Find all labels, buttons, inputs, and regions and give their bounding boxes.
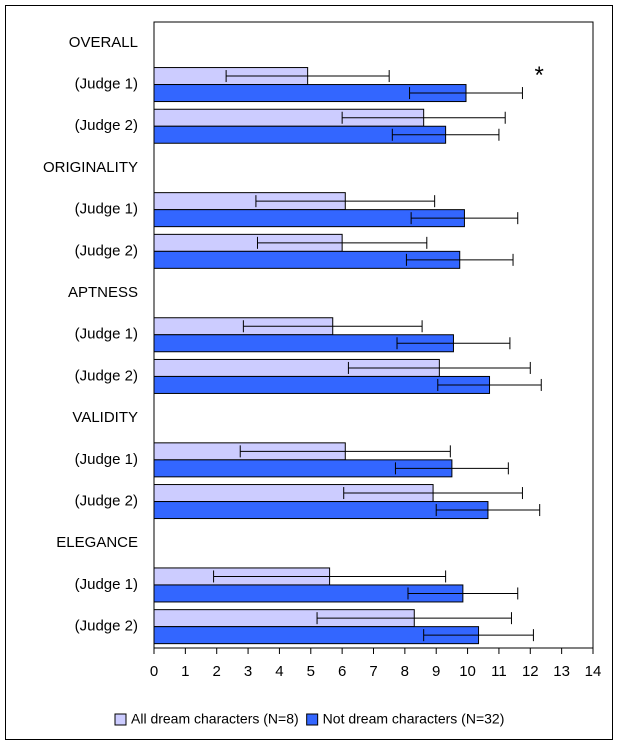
- category-label: (Judge 1): [75, 576, 138, 593]
- chart-frame: [5, 5, 613, 740]
- legend-label: Not dream characters (N=32): [323, 711, 505, 727]
- category-label: (Judge 1): [75, 451, 138, 468]
- category-label: (Judge 1): [75, 201, 138, 218]
- category-label: (Judge 2): [75, 367, 138, 384]
- category-label: (Judge 2): [75, 117, 138, 134]
- x-tick-label: 9: [432, 663, 440, 680]
- group-header: APTNESS: [68, 284, 138, 301]
- category-label: (Judge 1): [75, 76, 138, 93]
- category-label: (Judge 2): [75, 493, 138, 510]
- x-tick-label: 3: [244, 663, 252, 680]
- x-tick-label: 10: [459, 663, 476, 680]
- category-label: (Judge 2): [75, 618, 138, 635]
- x-tick-label: 6: [338, 663, 346, 680]
- x-tick-label: 5: [307, 663, 315, 680]
- legend-swatch: [306, 713, 319, 726]
- x-tick-label: 2: [213, 663, 221, 680]
- category-label: (Judge 2): [75, 242, 138, 259]
- legend-swatch: [114, 713, 127, 726]
- group-header: ELEGANCE: [56, 534, 138, 551]
- x-tick-label: 11: [491, 663, 507, 680]
- x-tick-label: 12: [522, 663, 539, 680]
- x-tick-label: 13: [553, 663, 570, 680]
- group-header: ORIGINALITY: [43, 159, 138, 176]
- significance-asterisk: *: [534, 62, 543, 89]
- category-label: (Judge 1): [75, 326, 138, 343]
- legend-label: All dream characters (N=8): [131, 711, 299, 727]
- x-tick-label: 0: [150, 663, 158, 680]
- x-tick-label: 14: [585, 663, 602, 680]
- group-header: VALIDITY: [72, 409, 138, 426]
- group-header: OVERALL: [69, 34, 138, 51]
- x-tick-label: 7: [369, 663, 377, 680]
- x-tick-label: 4: [275, 663, 283, 680]
- x-tick-label: 1: [181, 663, 189, 680]
- x-tick-label: 8: [401, 663, 409, 680]
